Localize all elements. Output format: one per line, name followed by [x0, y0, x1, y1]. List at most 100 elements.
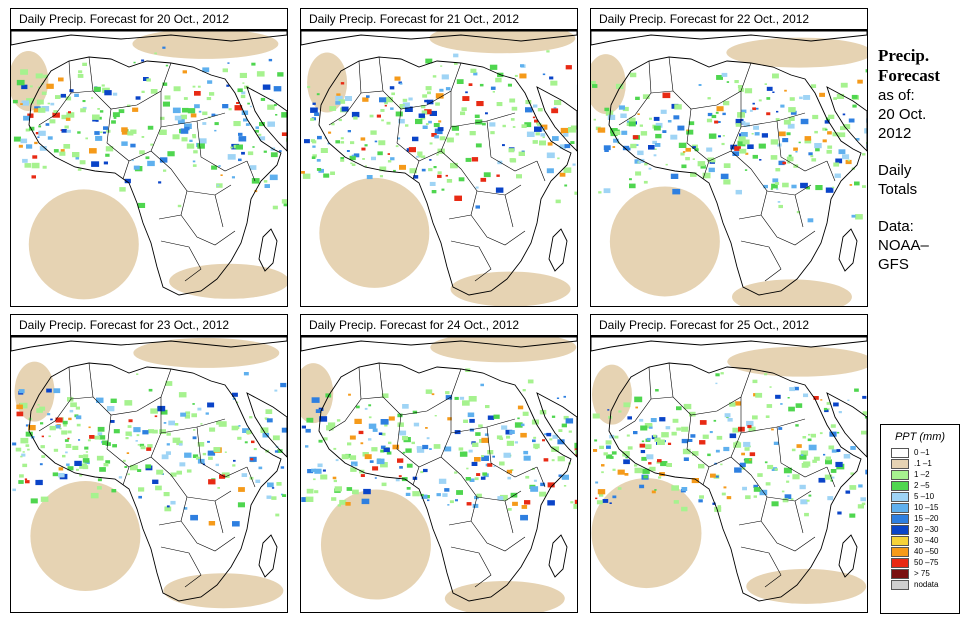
precip-cell — [29, 126, 35, 131]
precip-cell — [77, 131, 81, 134]
precip-cell — [563, 167, 572, 173]
precip-cell — [180, 128, 189, 134]
precip-cell — [139, 443, 145, 447]
precip-cell — [41, 455, 46, 458]
precip-cell — [556, 397, 560, 399]
precip-cell — [521, 124, 527, 128]
precip-cell — [514, 74, 518, 77]
precip-cell — [551, 446, 560, 452]
precip-cell — [346, 150, 350, 152]
country-border — [794, 194, 804, 228]
precip-cell — [22, 451, 25, 453]
precip-cell — [786, 132, 791, 136]
precip-cell — [178, 443, 183, 446]
precip-cell — [260, 97, 266, 101]
precip-cell — [352, 464, 355, 466]
precip-cell — [316, 159, 321, 162]
country-border — [412, 466, 420, 486]
precip-cell — [79, 463, 87, 469]
precip-cell — [502, 124, 506, 128]
precip-cell — [362, 97, 369, 102]
precip-cell — [468, 449, 473, 453]
precip-cell — [495, 187, 504, 193]
precip-cell — [433, 444, 441, 449]
precip-cell — [190, 514, 198, 521]
legend-item: 20 –30 — [891, 524, 959, 535]
precip-cell — [840, 82, 848, 88]
precip-cell — [502, 144, 505, 147]
precip-cell — [241, 473, 248, 477]
precip-cell — [824, 409, 829, 413]
precip-cell — [332, 476, 337, 480]
precip-cell — [422, 125, 428, 129]
africa-coastline — [608, 362, 862, 602]
precip-cell — [395, 111, 403, 117]
precip-cell — [379, 97, 387, 103]
precip-cell — [787, 161, 791, 164]
precip-cell — [688, 439, 693, 442]
precip-cell — [220, 174, 223, 176]
precip-cell — [41, 91, 47, 95]
legend-swatch — [891, 480, 909, 491]
precip-cell — [507, 83, 512, 87]
precip-cell — [734, 401, 741, 406]
precip-cell — [557, 439, 565, 445]
precip-cell — [390, 157, 395, 161]
precip-cell — [636, 144, 639, 146]
precip-cell — [845, 159, 852, 165]
country-border — [536, 160, 546, 182]
precip-cell — [386, 451, 392, 455]
precip-cell — [682, 448, 691, 455]
precip-cell — [681, 506, 688, 512]
precip-cell — [620, 113, 627, 118]
precip-cell — [775, 182, 780, 185]
precip-cell — [552, 136, 559, 141]
precip-cell — [699, 495, 704, 499]
precip-cell — [775, 168, 781, 172]
precip-cell — [739, 462, 746, 467]
precip-cell — [739, 148, 747, 154]
precip-cell — [658, 476, 662, 479]
precip-cell — [397, 458, 404, 463]
precip-cell — [822, 139, 827, 143]
precip-cell — [652, 140, 657, 145]
country-border — [38, 60, 72, 126]
precip-cell — [35, 73, 43, 79]
precip-cell — [72, 445, 79, 450]
precip-cell — [456, 79, 464, 84]
africa-coastline — [318, 56, 572, 296]
precip-cell — [522, 389, 526, 392]
precip-cell — [666, 463, 672, 467]
precip-cell — [387, 160, 392, 163]
precip-cell — [350, 467, 357, 472]
precip-cell — [840, 126, 846, 131]
precip-cell — [866, 142, 867, 145]
precip-cell — [734, 467, 742, 473]
precip-cell — [814, 130, 818, 134]
precip-cell — [598, 191, 602, 194]
precip-cell — [613, 138, 619, 143]
precip-cell — [775, 118, 780, 121]
precip-cell — [137, 444, 140, 446]
precip-cell — [803, 95, 811, 100]
precip-cell — [130, 464, 138, 471]
precip-cell — [511, 106, 518, 111]
precip-cell — [163, 169, 167, 172]
precip-cell — [366, 175, 373, 180]
precip-cell — [437, 127, 444, 132]
precip-cell — [691, 478, 699, 484]
precip-cell — [471, 157, 479, 162]
precip-cell — [773, 441, 779, 445]
precip-cell — [311, 397, 320, 403]
country-border — [122, 466, 130, 486]
precip-cell — [746, 420, 754, 427]
precip-cell — [783, 119, 791, 125]
madagascar-coastline — [838, 228, 858, 272]
precip-cell — [18, 480, 24, 484]
precip-cell — [82, 458, 90, 463]
precip-cell — [344, 96, 352, 101]
precip-cell — [246, 430, 252, 435]
precip-cell — [852, 104, 857, 108]
precip-cell — [38, 130, 46, 136]
precip-cell — [825, 128, 828, 131]
